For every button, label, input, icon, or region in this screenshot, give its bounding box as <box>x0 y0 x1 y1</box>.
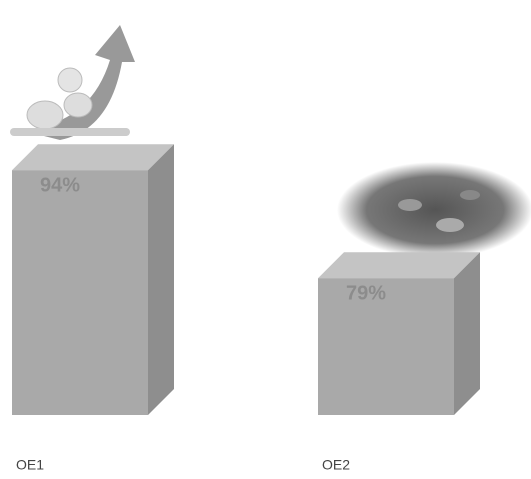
x-tick-label: OE1 <box>16 457 44 473</box>
rocks-icon <box>337 162 531 258</box>
bar-side <box>454 252 480 415</box>
value-label: 79% <box>346 282 386 304</box>
figure-arrow-icon <box>10 25 135 140</box>
bar-side <box>148 144 174 415</box>
bar-top <box>12 144 174 171</box>
bar-top <box>318 252 480 279</box>
value-label: 94% <box>40 174 80 196</box>
bar <box>12 170 148 415</box>
bar <box>318 278 454 415</box>
x-tick-label: OE2 <box>322 457 350 473</box>
